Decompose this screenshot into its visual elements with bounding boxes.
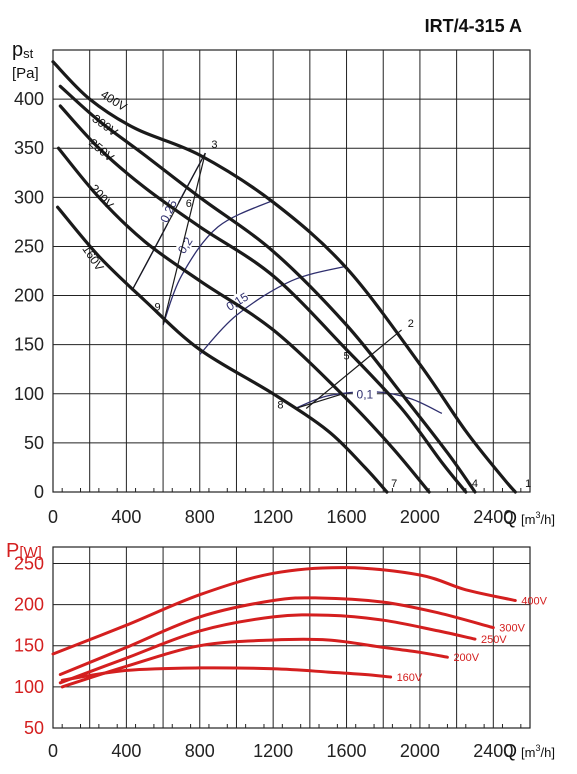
pressure-y-tick-label: 50 xyxy=(24,433,44,453)
power-curve-label: 160V xyxy=(397,672,423,684)
pressure-axis-unit: [Pa] xyxy=(12,65,39,82)
operating-point-label: 6 xyxy=(186,198,192,210)
operating-point-label: 1 xyxy=(525,478,531,490)
power-plot-frame xyxy=(52,546,531,729)
pressure-axis-subscript: st xyxy=(23,46,34,61)
power-y-tick-label: 150 xyxy=(14,636,44,656)
pressure-axis-symbol: p xyxy=(12,39,23,61)
efficiency-curve xyxy=(162,199,274,326)
pressure-plot-frame xyxy=(52,49,531,493)
pressure-x-tick-label: 1600 xyxy=(327,507,367,527)
power-curve-250v xyxy=(58,613,477,685)
pressure-y-tick-label: 250 xyxy=(14,236,44,256)
pressure-y-tick-label: 150 xyxy=(14,335,44,355)
bottom-flow-axis-unit: [m xyxy=(521,745,535,760)
pressure-axis-title: pst xyxy=(12,39,34,61)
pressure-curve-400v xyxy=(51,60,517,494)
operating-point-label: 7 xyxy=(391,478,397,490)
power-curve-label: 300V xyxy=(499,623,525,635)
efficiency-curve xyxy=(199,265,347,355)
bottom-flow-axis-exponent: 3 xyxy=(535,743,540,753)
top-flow-axis-unit: [m xyxy=(521,512,535,527)
efficiency-label-bg xyxy=(223,289,251,314)
power-x-tick-label: 0 xyxy=(48,741,58,761)
pressure-curve-label: 200V xyxy=(87,182,116,212)
power-axis-title: P[W] xyxy=(6,540,42,562)
power-axis-unit: [W] xyxy=(19,544,42,561)
power-curve-400v xyxy=(51,566,517,656)
pressure-x-tick-label: 400 xyxy=(111,507,141,527)
power-curve-label: 400V xyxy=(521,595,547,607)
power-axis-symbol: P xyxy=(6,540,19,562)
pressure-curve-label: 160V xyxy=(79,242,106,273)
pressure-y-tick-label: 350 xyxy=(14,138,44,158)
efficiency-label: 0,1 xyxy=(357,388,374,402)
system-line xyxy=(305,329,402,409)
pressure-curve-300v xyxy=(58,84,477,494)
system-line xyxy=(162,152,206,326)
power-curve-label: 200V xyxy=(453,652,479,664)
power-x-tick-label: 800 xyxy=(185,741,215,761)
power-curve-label: 250V xyxy=(481,634,507,646)
bottom-flow-axis-symbol: Q xyxy=(503,741,517,761)
top-flow-axis-title: Q [m3/h] xyxy=(503,508,555,528)
pressure-tick-labels: 0 400 800 1200 1600 2000 240005010015020025030… xyxy=(14,89,513,527)
power-curves xyxy=(51,566,517,689)
power-y-tick-label: 50 xyxy=(24,718,44,738)
operating-point-label: 2 xyxy=(408,318,414,330)
power-x-tick-label: 2000 xyxy=(400,741,440,761)
power-curve-300v xyxy=(58,596,495,676)
operating-point-label: 9 xyxy=(155,301,161,313)
operating-point-label: 4 xyxy=(472,478,478,490)
efficiency-curves: 0,250,20,150,1 xyxy=(131,152,443,414)
top-flow-axis-symbol: Q xyxy=(503,508,517,528)
power-y-tick-label: 250 xyxy=(14,553,44,573)
pressure-y-tick-label: 0 xyxy=(34,482,44,502)
power-curve-200v xyxy=(60,637,449,689)
operating-point-label: 3 xyxy=(211,139,217,151)
power-tick-labels: 0 400 800 1200 1600 2000 2400 50 100 150 200 250 xyxy=(14,553,513,761)
top-flow-axis-exponent: 3 xyxy=(535,510,540,520)
operating-point-label: 5 xyxy=(343,350,349,362)
top-flow-axis-unit-end: /h] xyxy=(540,512,554,527)
system-line xyxy=(131,152,206,291)
bottom-flow-axis-title: Q [m3/h] xyxy=(503,741,555,761)
pressure-curve-160v xyxy=(56,205,389,494)
system-line xyxy=(294,393,344,410)
pressure-x-tick-label: 1200 xyxy=(253,507,293,527)
pressure-y-tick-label: 200 xyxy=(14,286,44,306)
power-x-tick-label: 2400 xyxy=(473,741,513,761)
bottom-flow-axis-unit-end: /h] xyxy=(540,745,554,760)
pressure-grid xyxy=(52,49,531,493)
power-x-tick-label: 1200 xyxy=(253,741,293,761)
pressure-x-tick-label: 2400 xyxy=(473,507,513,527)
pressure-curve-250v xyxy=(58,104,468,494)
power-x-tick-label: 400 xyxy=(111,741,141,761)
power-x-tick-label: 1600 xyxy=(327,741,367,761)
efficiency-label-bg xyxy=(172,231,197,259)
power-y-tick-label: 100 xyxy=(14,677,44,697)
pressure-x-tick-label: 0 xyxy=(48,507,58,527)
pressure-y-tick-label: 300 xyxy=(14,187,44,207)
power-curve-160v xyxy=(60,666,393,682)
pressure-curve-200v xyxy=(56,146,431,494)
chart-title: IRT/4-315 A xyxy=(425,16,522,36)
power-grid xyxy=(52,546,531,729)
pressure-curves xyxy=(51,60,517,494)
pressure-y-tick-label: 400 xyxy=(14,89,44,109)
efficiency-label-bg xyxy=(352,387,377,401)
efficiency-label-bg xyxy=(157,197,180,225)
pressure-y-tick-label: 100 xyxy=(14,384,44,404)
power-y-tick-label: 200 xyxy=(14,595,44,615)
operating-point-label: 8 xyxy=(277,400,283,412)
pressure-x-tick-label: 2000 xyxy=(400,507,440,527)
pressure-x-tick-label: 800 xyxy=(185,507,215,527)
